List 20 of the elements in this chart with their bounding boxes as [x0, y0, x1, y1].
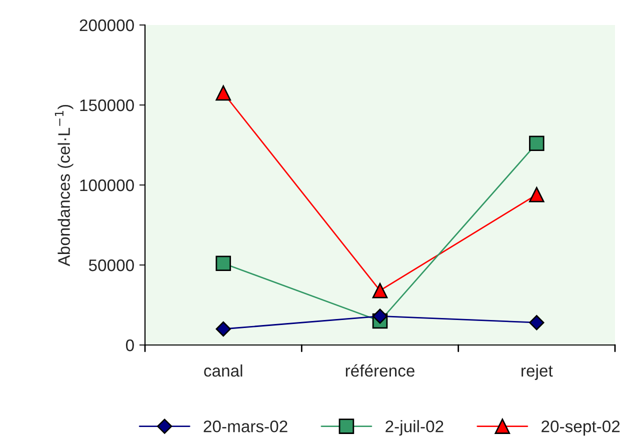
x-tick-label: référence	[346, 364, 414, 377]
point	[216, 256, 231, 272]
point	[372, 282, 388, 298]
x-tick-label: rejet	[522, 364, 553, 380]
y-tick-label: 150000	[80, 99, 134, 112]
point	[529, 315, 544, 330]
legend-label: 20-mars-02	[204, 420, 288, 432]
y-tick-label: 50000	[88, 259, 134, 272]
x-tick-label: canal	[204, 364, 242, 377]
point	[529, 136, 544, 152]
point	[529, 186, 544, 202]
y-tick-label: 200000	[80, 19, 134, 32]
point	[216, 321, 231, 337]
legend-label: 20-sept-02	[542, 420, 620, 436]
y-axis-title: Abondances (cel·L$^{−1}$)	[54, 104, 74, 266]
y-tick-label: 100000	[80, 179, 134, 192]
legend-label: 2-juil-02	[386, 420, 444, 436]
y-tick-label: 0	[126, 339, 134, 352]
point	[216, 85, 231, 101]
point	[372, 308, 388, 324]
